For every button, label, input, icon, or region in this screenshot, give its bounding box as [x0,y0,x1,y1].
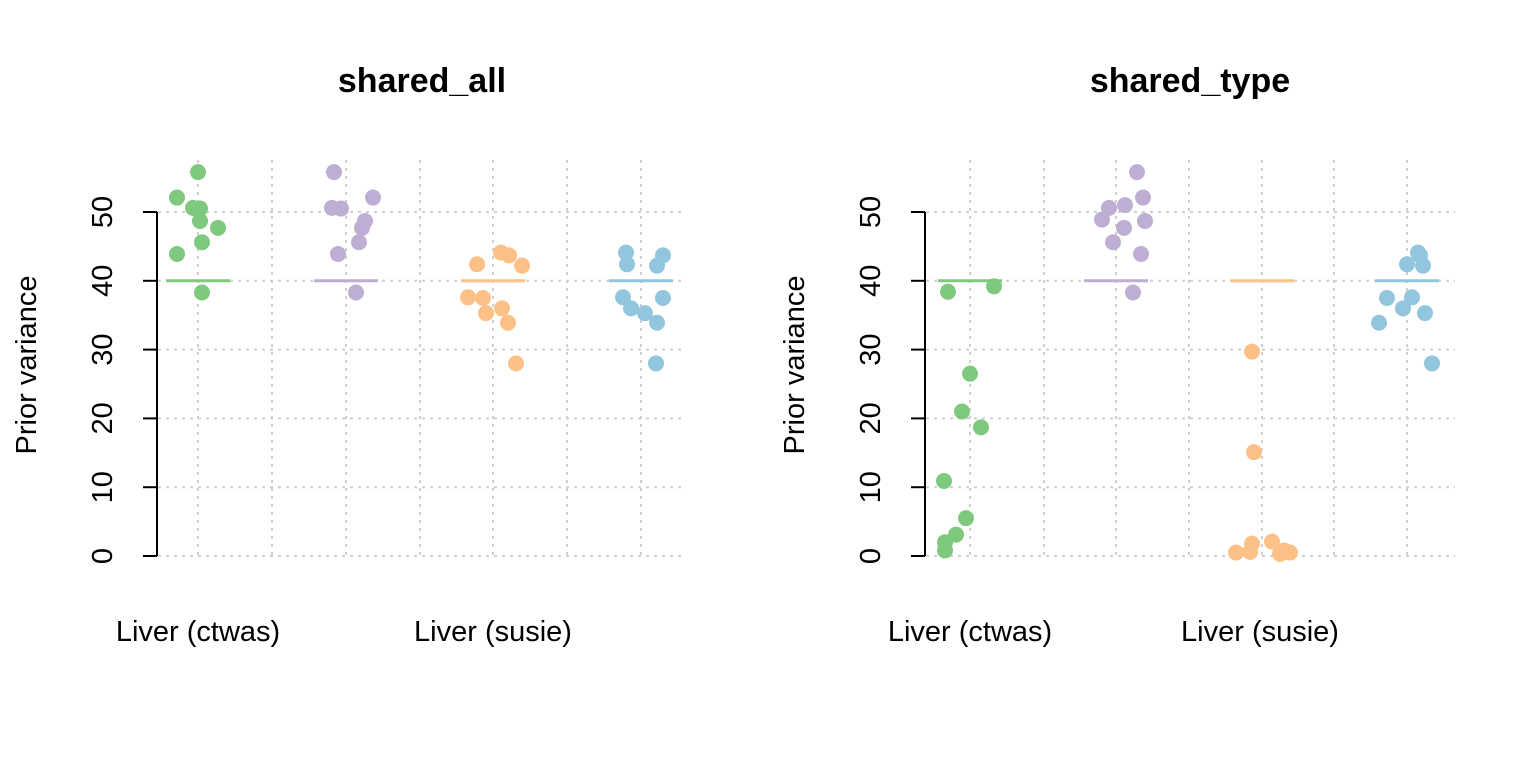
data-point [326,164,342,181]
panel-shared-type: shared_type 0 10 20 30 40 50 Prior variance Live… [779,62,1455,648]
data-point [986,278,1002,295]
data-point [619,256,635,273]
data-point [330,245,346,262]
data-point [973,419,989,436]
y-tick-label: 10 [87,471,119,503]
data-point [1117,197,1133,214]
y-tick-label: 20 [855,402,887,434]
data-point [936,473,952,490]
data-point [333,200,349,217]
data-point [1129,164,1145,181]
data-point [460,289,476,306]
data-point [1264,533,1280,550]
data-point [1125,284,1141,301]
data-point [618,244,634,261]
y-tick-label: 20 [87,402,119,434]
data-point [210,219,226,236]
data-point [1417,305,1433,322]
data-point [615,289,631,306]
data-point [514,257,530,274]
x-tick-label: Liver (susie) [1181,616,1339,648]
data-point [494,300,510,317]
data-point [1228,544,1244,561]
chart-title: shared_all [338,62,506,100]
data-point [190,164,206,181]
data-point [1379,290,1395,306]
data-point [1404,289,1420,306]
y-tick-label: 40 [87,265,119,297]
data-point [478,305,494,322]
data-point [192,200,208,217]
data-point [637,305,653,322]
data-point [1133,245,1149,262]
y-axis-label: Prior variance [779,276,811,455]
y-tick-label: 40 [855,265,887,297]
data-point [500,314,516,331]
y-tick-label: 0 [855,548,887,564]
data-point [351,234,367,251]
data-point [958,510,974,527]
data-point [1101,199,1117,216]
data-point [501,247,517,264]
data-point [1116,219,1132,236]
data-point [365,189,381,206]
data-point [169,189,185,206]
data-point [348,284,364,301]
data-point [623,300,639,317]
data-point [655,290,671,306]
data-point [1244,343,1260,360]
y-tick-label: 50 [87,196,119,228]
data-point [1395,300,1411,317]
data-point [1246,444,1262,461]
x-tick-label: Liver (ctwas) [116,616,280,648]
data-point [649,314,665,331]
x-tick-label: Liver (ctwas) [888,616,1052,648]
data-point [1105,234,1121,251]
data-point [1415,257,1431,274]
y-tick-label: 0 [87,548,119,564]
y-tick-label: 30 [87,333,119,365]
y-tick-label: 50 [855,196,887,228]
data-point [940,283,956,300]
y-tick-label: 10 [855,471,887,503]
data-point [194,284,210,301]
data-point [1424,355,1440,372]
data-point [469,256,485,273]
data-point [649,257,665,274]
x-tick-label: Liver (susie) [414,616,572,648]
data-point [954,403,970,420]
data-point [194,234,210,251]
data-point [648,355,664,372]
data-point [1094,211,1110,228]
data-point [1399,256,1415,273]
data-point [508,355,524,372]
y-axis-label: Prior variance [11,276,43,455]
data-point [354,219,370,236]
chart-title: shared_type [1090,62,1290,100]
data-point [192,212,208,229]
data-point [169,245,185,262]
panel-shared-all: shared_all 0 10 20 30 40 50 Prior variance Liver… [11,62,686,648]
data-point [1137,212,1153,229]
data-point [475,290,491,306]
data-point [1272,545,1288,562]
data-point [937,542,953,559]
data-point [962,365,978,382]
data-point [1242,543,1258,560]
data-point [1371,314,1387,331]
data-point [1135,189,1151,206]
y-tick-label: 30 [855,333,887,365]
